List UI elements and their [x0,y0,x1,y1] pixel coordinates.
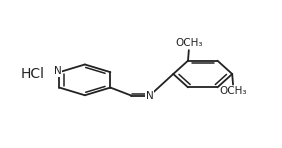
Text: HCl: HCl [20,67,44,81]
Text: OCH₃: OCH₃ [220,86,247,96]
Text: N: N [146,91,154,101]
Text: OCH₃: OCH₃ [175,38,203,48]
Text: N: N [54,66,62,76]
